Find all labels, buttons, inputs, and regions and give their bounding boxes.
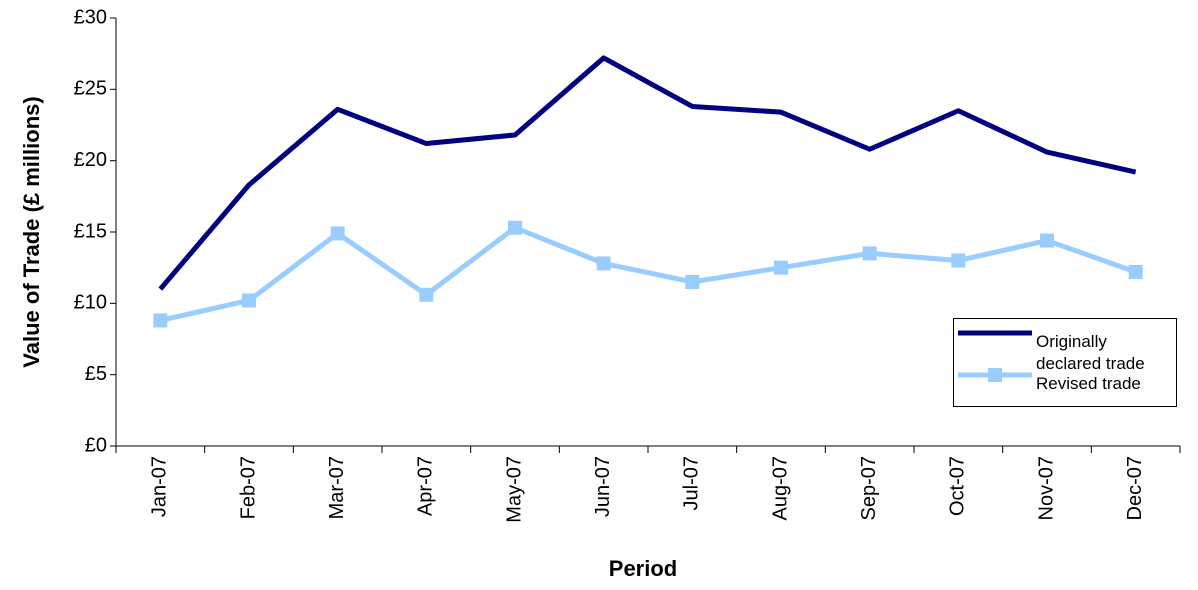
x-tick-label: Jun-07 xyxy=(592,456,614,517)
x-tick-label: Feb-07 xyxy=(237,456,259,519)
x-tick-label: Jul-07 xyxy=(681,456,703,510)
marker xyxy=(1128,264,1143,279)
x-tick-label: Sep-07 xyxy=(858,456,880,521)
legend: Originally declared trade Revised trade xyxy=(953,318,1177,407)
y-tick-label: £10 xyxy=(74,292,107,314)
x-tick-label: Oct-07 xyxy=(947,456,969,516)
legend-marker xyxy=(988,368,1002,382)
x-axis-label: Period xyxy=(609,556,677,581)
marker xyxy=(596,256,611,271)
series-line xyxy=(158,55,1137,291)
marker xyxy=(862,246,877,261)
marker xyxy=(419,287,434,302)
marker xyxy=(330,226,345,241)
marker xyxy=(1040,233,1054,248)
marker xyxy=(242,293,256,308)
y-tick-label: £5 xyxy=(85,363,107,385)
marker xyxy=(774,260,788,275)
legend-swatch xyxy=(958,368,1032,382)
x-tick-label: Mar-07 xyxy=(326,456,348,519)
x-tick-label: Nov-07 xyxy=(1035,456,1057,520)
y-tick-label: £25 xyxy=(74,78,107,100)
legend-label: Originally declared trade xyxy=(1036,332,1145,373)
x-tick-label: May-07 xyxy=(503,456,525,523)
series-line xyxy=(159,225,1137,323)
y-axis-label: Value of Trade (£ millions) xyxy=(19,96,44,367)
marker xyxy=(153,313,168,328)
marker xyxy=(685,274,700,289)
y-tick-label: £20 xyxy=(74,149,107,171)
x-tick-label: Jan-07 xyxy=(149,456,171,517)
marker xyxy=(508,220,522,235)
x-tick-label: Dec-07 xyxy=(1124,456,1146,520)
y-tick-label: £15 xyxy=(74,220,107,242)
legend-label: Revised trade xyxy=(1036,374,1141,393)
x-tick-label: Apr-07 xyxy=(415,456,437,516)
x-tick-label: Aug-07 xyxy=(769,456,791,521)
y-tick-label: £0 xyxy=(85,434,107,456)
marker xyxy=(951,253,966,268)
legend-swatch xyxy=(958,330,1032,336)
y-tick-label: £30 xyxy=(74,6,107,28)
